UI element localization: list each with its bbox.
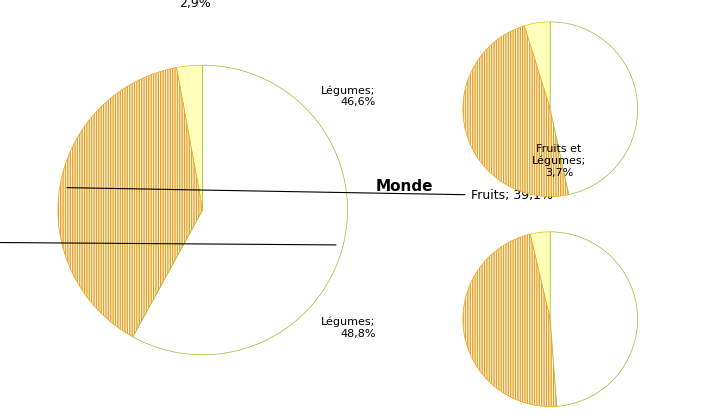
Text: Légumes;
46,6%: Légumes; 46,6%	[321, 85, 376, 107]
Text: Fruits; 39,1%: Fruits; 39,1%	[67, 188, 552, 202]
Wedge shape	[530, 232, 550, 319]
Text: Légumes;
58,0%: Légumes; 58,0%	[0, 228, 336, 256]
Wedge shape	[463, 26, 569, 197]
Text: Fruits et
Légumes;
2,9%: Fruits et Légumes; 2,9%	[165, 0, 226, 10]
Wedge shape	[463, 234, 557, 407]
Text: Fruits et
Légumes;
3,7%: Fruits et Légumes; 3,7%	[532, 144, 586, 178]
Wedge shape	[550, 22, 638, 194]
Text: Légumes;
48,8%: Légumes; 48,8%	[321, 317, 376, 339]
Wedge shape	[177, 65, 203, 210]
Wedge shape	[550, 232, 638, 406]
Text: Monde: Monde	[376, 179, 433, 194]
Wedge shape	[58, 68, 203, 337]
Wedge shape	[133, 65, 348, 355]
Wedge shape	[524, 22, 550, 109]
